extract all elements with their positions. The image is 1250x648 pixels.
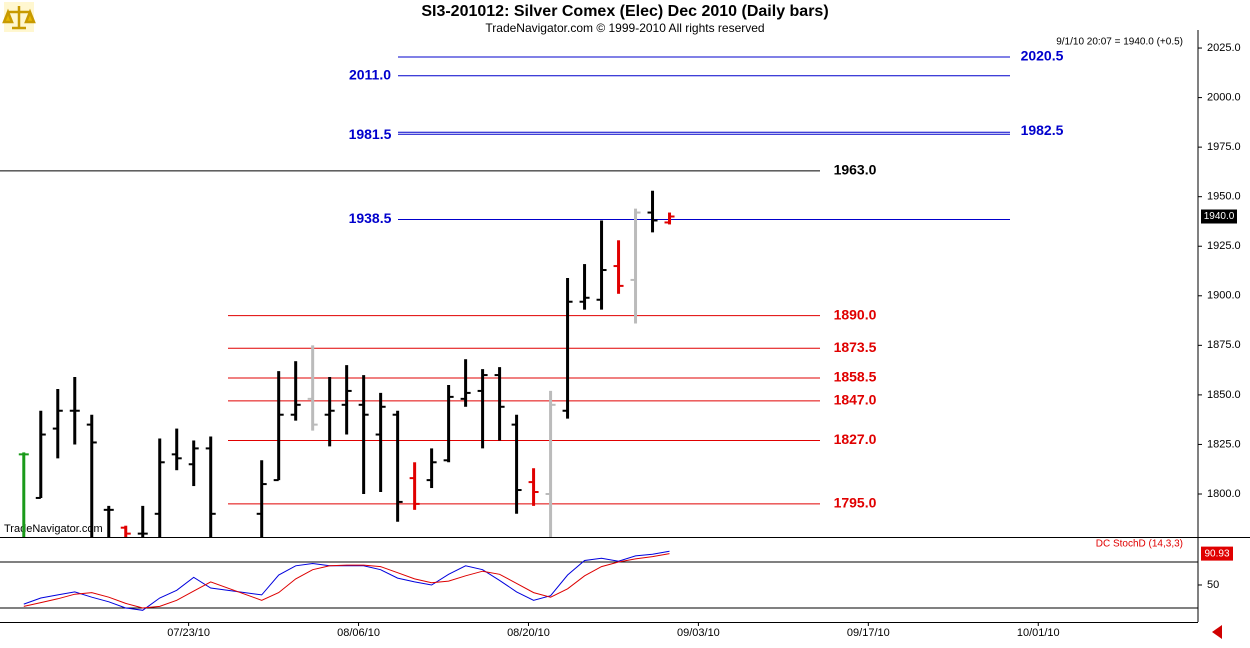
indicator-line	[23, 553, 670, 609]
logo	[2, 2, 36, 32]
y-tick-label: 1925.0	[1207, 240, 1241, 252]
indicator-name: DC StochD (14,3,3)	[1096, 539, 1183, 550]
level-label: 1981.5	[349, 126, 392, 142]
quote-info: 9/1/10 20:07 = 1940.0 (+0.5)	[1056, 37, 1183, 48]
level-label: 2020.5	[1021, 48, 1064, 64]
scroll-arrow[interactable]	[1212, 625, 1222, 639]
y-tick-label: 1975.0	[1207, 141, 1241, 153]
x-tick-label: 09/03/10	[677, 627, 720, 639]
last-price-label: 1940.0	[1204, 211, 1235, 222]
indicator-line	[23, 550, 670, 611]
y-tick-label: 1950.0	[1207, 191, 1241, 203]
y-tick-label: 2025.0	[1207, 42, 1241, 54]
y-tick-label: 1800.0	[1207, 488, 1241, 500]
indicator-tick-label: 50	[1207, 579, 1219, 591]
y-tick-label: 2000.0	[1207, 91, 1241, 103]
indicator-value-label: 90.93	[1204, 548, 1229, 559]
level-label: 1858.5	[834, 369, 877, 385]
x-tick-label: 08/20/10	[507, 627, 550, 639]
x-tick-label: 08/06/10	[337, 627, 380, 639]
level-label: 2011.0	[349, 66, 391, 82]
last-price-box	[1201, 209, 1237, 224]
y-tick-label: 1875.0	[1207, 339, 1241, 351]
y-tick-label: 1850.0	[1207, 389, 1241, 401]
x-tick-label: 09/17/10	[847, 627, 890, 639]
x-tick-label: 10/01/10	[1017, 627, 1060, 639]
y-tick-label: 1900.0	[1207, 290, 1241, 302]
y-tick-label: 1825.0	[1207, 438, 1241, 450]
x-tick-label: 07/23/10	[167, 627, 210, 639]
level-label: 1873.5	[834, 339, 877, 355]
chart-subtitle: TradeNavigator.com © 1999-2010 All right…	[485, 21, 764, 35]
level-label: 1847.0	[834, 392, 877, 408]
watermark: TradeNavigator.com	[4, 523, 103, 535]
level-label: 1963.0	[834, 162, 877, 178]
level-label: 1795.0	[834, 495, 877, 511]
level-label: 1938.5	[349, 210, 392, 226]
indicator-value-box	[1201, 546, 1233, 561]
chart-title: SI3-201012: Silver Comex (Elec) Dec 2010…	[421, 3, 828, 20]
level-label: 1827.0	[834, 431, 877, 447]
level-label: 1890.0	[834, 306, 877, 322]
level-label: 1982.5	[1021, 122, 1064, 138]
